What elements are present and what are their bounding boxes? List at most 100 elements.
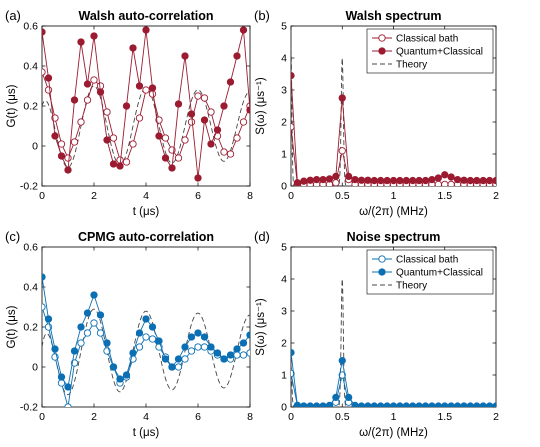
data-point — [389, 402, 398, 407]
data-point — [453, 175, 462, 184]
data-point — [96, 311, 105, 319]
data-point — [357, 402, 366, 407]
data-point — [148, 90, 157, 98]
data-point — [389, 176, 398, 185]
data-point — [96, 88, 105, 96]
data-point — [453, 402, 462, 407]
data-point — [293, 179, 302, 186]
data-point — [402, 176, 410, 185]
legend-swatch-marker — [378, 34, 386, 42]
data-point — [319, 402, 327, 407]
data-point — [447, 180, 455, 186]
data-point — [319, 175, 327, 184]
data-point — [83, 329, 92, 337]
legend-entry: Classical bath — [396, 34, 458, 45]
y-tick-label: 3 — [281, 306, 287, 318]
data-point — [338, 371, 346, 379]
data-point — [168, 363, 176, 371]
x-tick-label: 1.5 — [437, 411, 452, 423]
y-tick-label: 2 — [281, 338, 287, 350]
data-point — [129, 349, 137, 357]
data-point — [332, 172, 340, 181]
data-point — [383, 176, 391, 185]
data-point — [441, 171, 449, 179]
x-axis-label: ω/(2π) (MHz) — [359, 206, 428, 218]
data-point — [187, 333, 196, 341]
data-point — [103, 108, 111, 116]
data-point — [364, 176, 372, 184]
data-point — [220, 102, 228, 110]
y-tick-label: 4 — [281, 53, 287, 65]
data-point — [396, 402, 404, 407]
data-point — [142, 26, 150, 34]
x-tick-label: 0 — [39, 190, 45, 202]
data-point — [181, 355, 189, 363]
data-point — [168, 164, 176, 172]
data-point — [200, 116, 209, 124]
y-tick-label: 0.6 — [23, 242, 38, 254]
y-tick-label: 1 — [281, 149, 287, 161]
data-point — [207, 108, 215, 116]
data-point — [300, 402, 308, 407]
y-tick-label: 5 — [281, 21, 287, 33]
y-tick-label: 5 — [281, 242, 287, 254]
legend-entry: Theory — [396, 60, 427, 71]
data-point — [441, 402, 449, 407]
x-tick-label: 2 — [493, 190, 499, 202]
data-point — [434, 180, 442, 186]
x-tick-label: 0.5 — [335, 411, 350, 423]
data-point — [415, 176, 423, 185]
legend: Classical bath Quantum+Classical Theory — [366, 249, 494, 295]
data-point — [485, 176, 494, 185]
data-point — [479, 176, 487, 185]
data-point — [161, 355, 170, 363]
data-point — [213, 349, 222, 357]
data-point — [44, 74, 53, 82]
data-point — [226, 78, 235, 86]
data-point — [90, 32, 98, 40]
x-tick-label: 0 — [39, 411, 45, 423]
y-tick-label: 0.4 — [23, 282, 38, 294]
data-point — [434, 402, 442, 407]
data-point — [226, 351, 235, 359]
y-axis-label: G(t) (μs) — [6, 84, 18, 127]
plot-area — [42, 26, 250, 182]
data-point — [109, 134, 118, 142]
theory-curve — [42, 308, 250, 396]
data-point — [485, 402, 494, 407]
data-point — [109, 363, 118, 371]
legend-entry: Classical bath — [396, 255, 458, 266]
data-point — [460, 402, 468, 407]
data-point — [181, 343, 189, 351]
data-point — [434, 174, 442, 182]
data-point — [357, 176, 366, 184]
panel-label: (a) — [5, 8, 21, 23]
data-point — [122, 371, 131, 379]
data-point — [116, 162, 124, 170]
data-point — [239, 118, 248, 126]
data-point — [233, 345, 241, 353]
legend-entry: Theory — [396, 281, 427, 292]
data-point — [291, 348, 295, 357]
x-axis-label: t (μs) — [133, 427, 160, 439]
y-tick-label: 4 — [281, 274, 287, 286]
data-point — [473, 176, 481, 185]
data-point — [396, 176, 404, 185]
data-point — [447, 173, 455, 181]
data-point — [492, 176, 496, 185]
panel-b: Walsh spectrum (b) 0 0.5 1 1.5 2 0 1 2 3 4 5 ω/(2π) (… — [254, 8, 499, 218]
x-axis-label: t (μs) — [133, 206, 160, 218]
data-point — [312, 402, 321, 407]
legend-entry: Quantum+Classical — [396, 47, 483, 58]
data-point — [466, 176, 475, 185]
data-point — [345, 172, 353, 181]
y-tick-label: 0.4 — [23, 61, 38, 73]
data-point — [239, 26, 248, 34]
data-point — [42, 28, 46, 36]
data-point — [142, 315, 150, 323]
data-point — [148, 335, 157, 343]
x-tick-label: 2 — [91, 190, 97, 202]
data-point — [441, 180, 449, 186]
data-point — [64, 154, 72, 162]
y-tick-label: 2 — [281, 117, 287, 129]
